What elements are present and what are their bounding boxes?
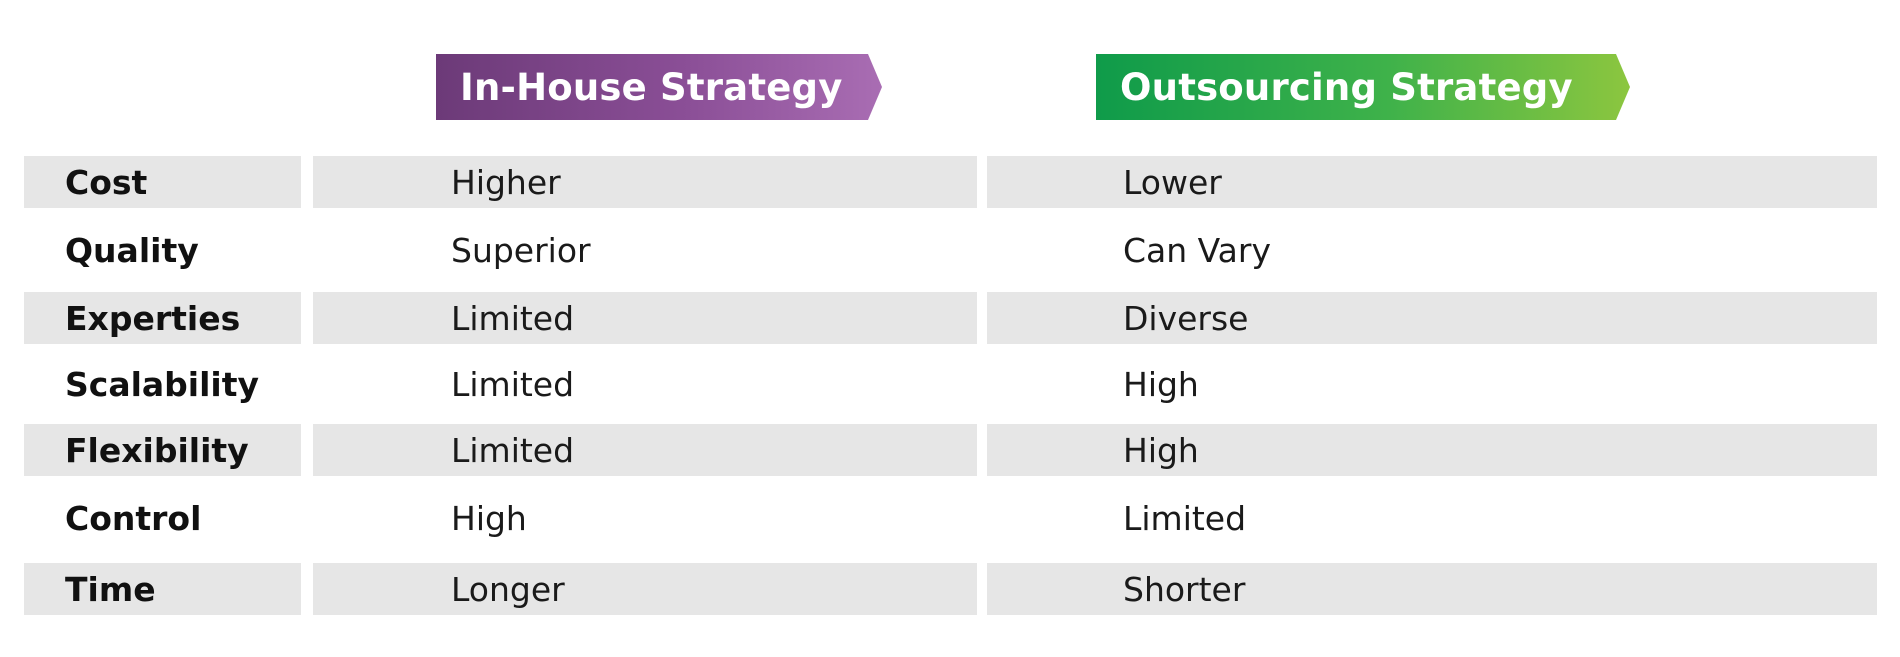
table-row-experties: Experties Limited Diverse [0, 292, 1900, 344]
outsourcing-value: Lower [987, 156, 1877, 208]
in-house-value: High [451, 498, 527, 538]
row-label: Flexibility [24, 424, 301, 476]
outsourcing-value: Limited [1123, 498, 1247, 538]
in-house-value: Limited [451, 364, 575, 404]
table-row-cost: Cost Higher Lower [0, 156, 1900, 208]
outsourcing-value: Shorter [987, 563, 1877, 615]
in-house-value: Higher [313, 156, 977, 208]
row-label: Quality [65, 230, 199, 270]
table-row-control: Control High Limited [0, 492, 1900, 544]
in-house-value: Superior [451, 230, 591, 270]
outsourcing-strategy-header: Outsourcing Strategy [1096, 54, 1630, 120]
row-label: Control [65, 498, 202, 538]
in-house-strategy-header: In-House Strategy [436, 54, 882, 120]
row-label: Scalability [65, 364, 260, 404]
table-row-quality: Quality Superior Can Vary [0, 224, 1900, 276]
in-house-value: Longer [313, 563, 977, 615]
in-house-value: Limited [313, 424, 977, 476]
outsourcing-value: Diverse [987, 292, 1877, 344]
outsourcing-value: High [987, 424, 1877, 476]
row-label: Cost [24, 156, 301, 208]
row-label: Experties [24, 292, 301, 344]
row-label: Time [24, 563, 301, 615]
outsourcing-value: High [1123, 364, 1199, 404]
table-row-time: Time Longer Shorter [0, 563, 1900, 615]
outsourcing-value: Can Vary [1123, 230, 1272, 270]
table-row-scalability: Scalability Limited High [0, 358, 1900, 410]
in-house-value: Limited [313, 292, 977, 344]
table-row-flexibility: Flexibility Limited High [0, 424, 1900, 476]
